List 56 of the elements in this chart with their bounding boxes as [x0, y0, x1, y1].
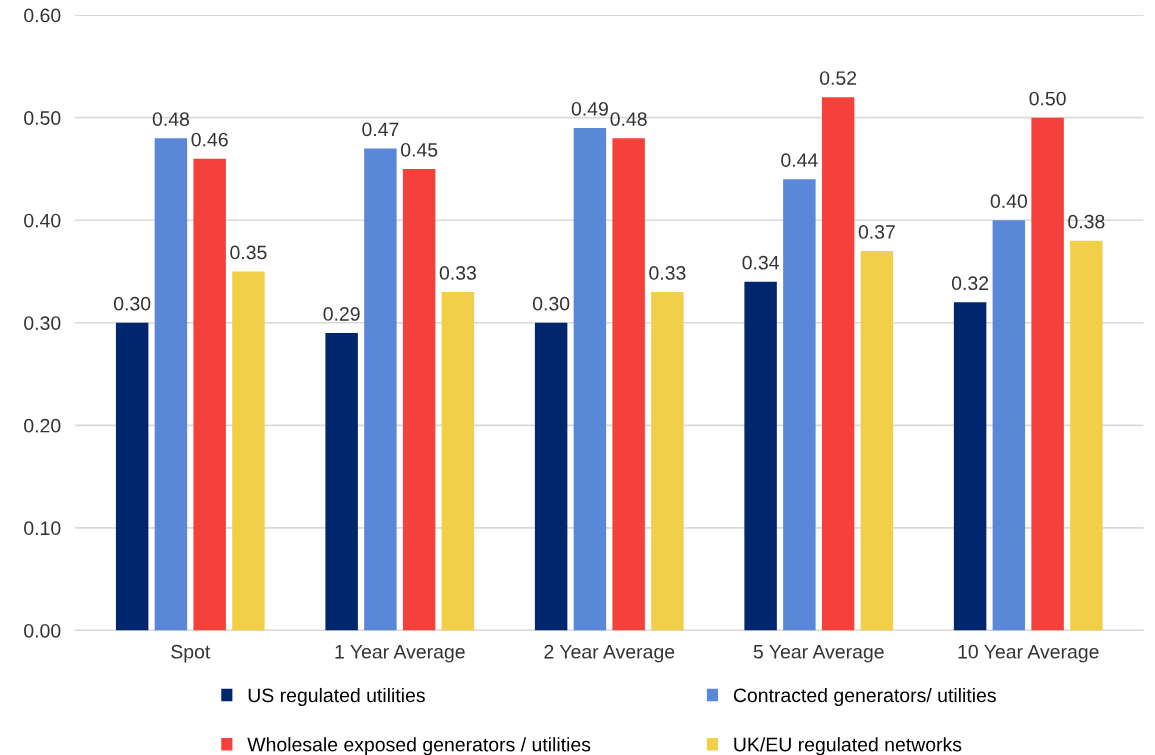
bar [154, 138, 188, 631]
data-label: 0.29 [323, 307, 360, 321]
bar [364, 148, 397, 631]
data-label: 0.48 [610, 112, 647, 126]
data-label: 0.38 [1068, 214, 1105, 229]
x-tick-label: 5 Year Average [753, 645, 884, 663]
data-label: 0.52 [819, 71, 857, 85]
x-tick-label: 10 Year Average [958, 644, 1099, 663]
data-label: 0.40 [990, 194, 1028, 209]
data-label: 0.47 [362, 122, 399, 137]
y-tick-label: 0.30 [24, 316, 61, 330]
bar [744, 281, 777, 631]
bar [232, 271, 265, 631]
data-label: 0.30 [532, 296, 570, 311]
bar [783, 179, 816, 631]
x-tick-label: 1 Year Average [335, 645, 465, 663]
data-label: 0.34 [742, 255, 779, 270]
bar [402, 168, 436, 631]
bar [1070, 240, 1103, 631]
bar [441, 292, 475, 631]
x-tick-label: Spot [171, 644, 211, 663]
bar [992, 220, 1026, 631]
bar [325, 333, 358, 631]
legend-label: UK/EU regulated networks [734, 737, 962, 755]
bar [534, 322, 568, 631]
data-label: 0.48 [152, 112, 189, 126]
data-label: 0.45 [400, 142, 438, 157]
legend-label: Contracted generators/ utilities [733, 687, 996, 707]
bar [193, 158, 226, 631]
y-tick-label: 0.40 [24, 213, 61, 228]
data-label: 0.33 [439, 266, 476, 280]
bar [612, 138, 645, 631]
y-tick-label: 0.00 [24, 623, 61, 638]
data-label: 0.37 [858, 225, 895, 239]
bar [115, 322, 149, 631]
legend-label: US regulated utilities [248, 687, 425, 707]
data-label: 0.49 [571, 101, 608, 116]
data-label: 0.32 [951, 276, 989, 291]
bar [1031, 117, 1064, 631]
data-label: 0.46 [191, 132, 228, 147]
bar [860, 250, 894, 631]
x-tick-label: 2 Year Average [544, 644, 675, 663]
y-tick-label: 0.50 [24, 111, 61, 125]
data-label: 0.30 [114, 296, 151, 311]
data-label: 0.50 [1029, 91, 1066, 106]
bar [651, 292, 684, 631]
bar [821, 97, 855, 631]
data-label: 0.35 [230, 245, 267, 260]
legend-label: Wholesale exposed generators / utilities [247, 737, 591, 755]
data-label: 0.33 [649, 266, 686, 280]
y-tick-label: 0.60 [24, 8, 61, 23]
data-label: 0.44 [781, 153, 818, 168]
bar [953, 302, 987, 631]
y-tick-label: 0.10 [24, 521, 61, 536]
y-tick-label: 0.20 [24, 418, 61, 433]
bar [573, 127, 607, 631]
